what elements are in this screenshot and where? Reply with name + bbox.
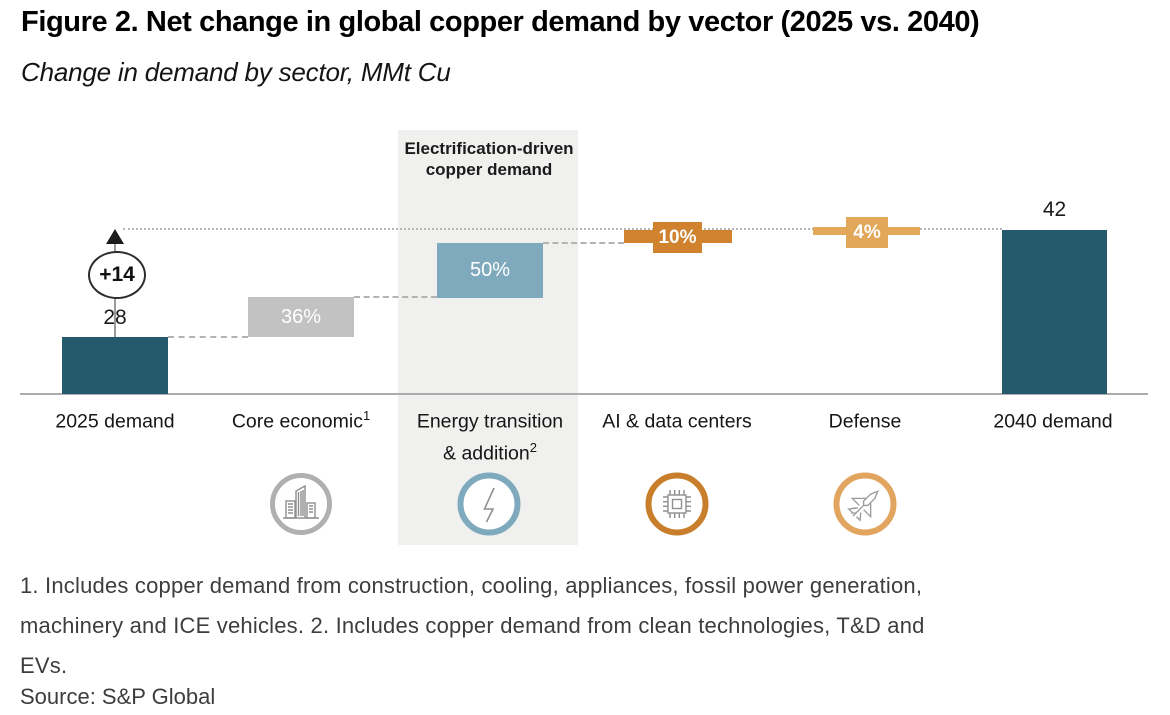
source-text: Source: S&P Global <box>20 684 216 709</box>
target-level-dotted-line <box>123 228 1002 230</box>
category-label-core-economic: Core economic1 <box>206 403 396 435</box>
bar-defense-label-block: 4% <box>846 217 888 248</box>
x-axis-line <box>20 393 1148 395</box>
lightning-icon <box>457 472 521 536</box>
bar-ai-data-centers-label-block: 10% <box>653 222 702 253</box>
bar-2025-demand <box>62 337 168 394</box>
bar-2040-demand <box>1002 230 1107 394</box>
bar-core-economic: 36% <box>248 297 354 337</box>
figure-subtitle: Change in demand by sector, MMt Cu <box>21 57 451 87</box>
band-label-line2: copper demand <box>425 160 553 179</box>
category-text: Core economic <box>231 410 363 433</box>
footnote-marker: 1 <box>362 408 371 423</box>
category-label-ai-data-centers: AI & data centers <box>582 403 772 435</box>
bar-value-2040: 42 <box>1042 198 1067 221</box>
figure-title: Figure 2. Net change in global copper de… <box>21 6 980 38</box>
category-label-defense: Defense <box>770 403 960 435</box>
footnote-marker: 2 <box>529 439 537 455</box>
category-text: 2040 demand <box>993 410 1113 433</box>
category-label-2025-demand: 2025 demand <box>20 403 210 435</box>
net-change-arrowhead-icon <box>106 229 124 244</box>
connector-energy-to-ai <box>543 242 624 244</box>
buildings-icon <box>269 472 333 536</box>
net-change-badge: +14 <box>88 251 146 299</box>
connector-core-to-energy <box>354 296 437 298</box>
category-text: 2025 demand <box>55 410 175 433</box>
bar-value-2025: 28 <box>103 306 127 329</box>
connector-2025-to-core <box>168 336 248 338</box>
bar-energy-transition: 50% <box>437 243 543 298</box>
chip-icon <box>645 472 709 536</box>
category-label-energy-transition: Energy transition & addition2 <box>395 403 585 466</box>
category-label-2040-demand: 2040 demand <box>958 403 1148 435</box>
fighter-jet-icon <box>833 472 897 536</box>
category-text-line2: & addition <box>443 442 530 464</box>
category-text: Energy transition <box>416 410 564 433</box>
band-label-line1: Electrification-driven <box>404 139 574 158</box>
footnotes-text: 1. Includes copper demand from construct… <box>20 573 925 678</box>
electrification-band-label: Electrification-driven copper demand <box>384 138 594 180</box>
category-text: Defense <box>828 410 902 433</box>
category-text: AI & data centers <box>602 410 752 433</box>
